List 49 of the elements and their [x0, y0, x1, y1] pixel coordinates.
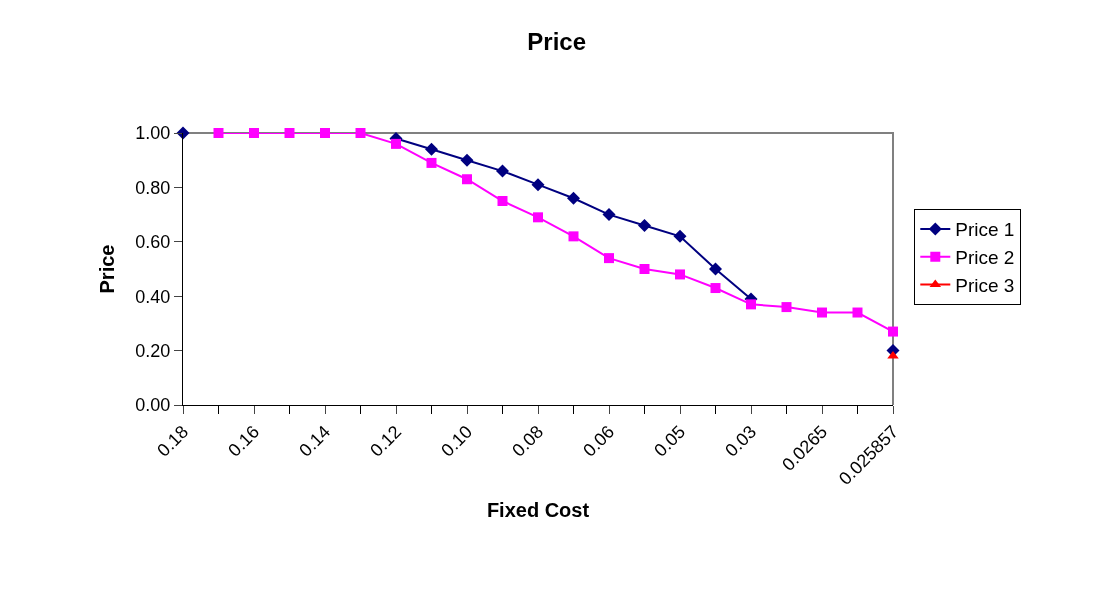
point: [673, 229, 687, 243]
point: [533, 212, 543, 223]
y-tick-label: 0.60: [135, 232, 171, 253]
point: [746, 299, 756, 310]
point: [852, 307, 863, 318]
point: [781, 302, 792, 313]
point: [710, 283, 721, 294]
point: [391, 138, 401, 149]
y-tick-label: 0.40: [135, 286, 171, 307]
legend-label: Price 1: [955, 219, 1015, 241]
y-tick-label: 0.00: [135, 395, 171, 416]
point: [709, 262, 722, 276]
point: [249, 128, 259, 138]
point: [638, 218, 651, 232]
x-tick-label: 0.16: [224, 421, 264, 461]
point: [426, 157, 437, 168]
legend-label: Price 2: [955, 247, 1015, 269]
point: [497, 196, 508, 206]
x-tick-label: 0.10: [437, 421, 477, 461]
point: [462, 174, 472, 185]
point: [425, 142, 438, 156]
point: [496, 164, 509, 178]
y-tick-label: 0.20: [135, 340, 171, 361]
y-tick-label: 1.00: [135, 123, 171, 144]
x-tick-label: 0.06: [579, 421, 619, 461]
point: [675, 269, 685, 280]
y-tick-label: 0.80: [135, 177, 171, 198]
point: [817, 307, 827, 318]
x-tick-label: 0.14: [295, 421, 335, 461]
point: [213, 128, 224, 138]
point: [602, 208, 616, 222]
x-axis-title: Fixed Cost: [486, 499, 590, 522]
chart-title: Price: [527, 27, 587, 55]
point: [355, 128, 366, 138]
point: [460, 153, 474, 167]
point: [639, 264, 650, 274]
legend-label: Price 3: [955, 274, 1015, 296]
point: [567, 191, 580, 205]
point: [284, 128, 295, 138]
point: [604, 253, 614, 264]
x-tick-label: 0.03: [721, 421, 761, 461]
point: [568, 231, 579, 242]
x-tick-label: 0.12: [366, 421, 406, 461]
point: [531, 178, 545, 192]
x-tick-label: 0.08: [508, 421, 548, 461]
x-tick-label: 0.18: [153, 421, 193, 461]
point: [320, 128, 330, 138]
y-axis-title: Price: [95, 244, 118, 294]
point: [888, 326, 898, 337]
